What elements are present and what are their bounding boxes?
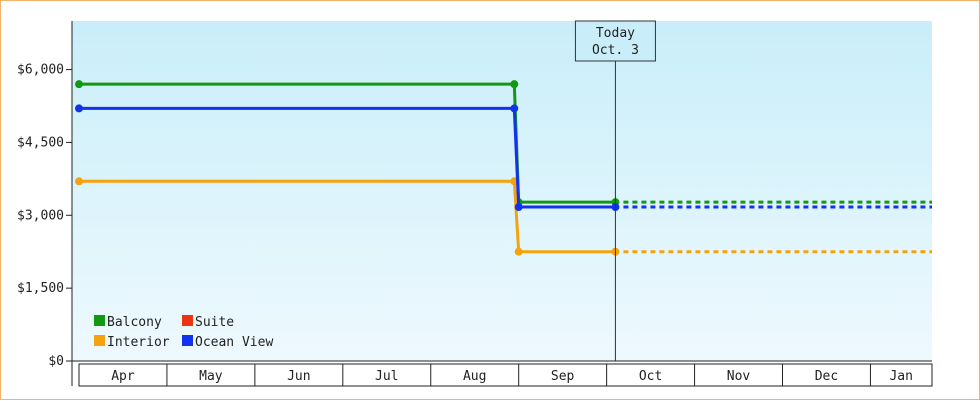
x-tick-label: Nov	[727, 369, 751, 384]
series-point-ocean-view	[514, 203, 523, 212]
x-tick-label: May	[199, 369, 223, 384]
x-tick-label: Oct	[639, 369, 662, 384]
series-layer	[75, 80, 932, 256]
x-tick-label: Dec	[815, 369, 838, 384]
series-line-interior	[79, 179, 616, 254]
legend-swatch-ocean-view	[182, 335, 193, 346]
x-axis-band	[78, 363, 933, 387]
legend-label-ocean-view: Ocean View	[195, 335, 273, 350]
plot-area	[72, 21, 932, 361]
x-tick-label: Jan	[889, 369, 912, 384]
series-point-ocean-view	[75, 104, 83, 113]
x-tick-label: Sep	[551, 369, 575, 384]
legend-label-suite: Suite	[195, 315, 234, 330]
legend-swatch-suite	[182, 315, 193, 326]
legend-swatch-interior	[94, 335, 105, 346]
x-tick-label: Jun	[287, 369, 310, 384]
today-date-label: Oct. 3	[592, 43, 639, 58]
series-point-ocean-view	[510, 104, 519, 113]
series-point-balcony	[510, 80, 519, 89]
y-tick-label: $6,000	[17, 63, 64, 78]
x-tick-label: Apr	[111, 369, 135, 384]
series-point-balcony	[75, 80, 83, 89]
legend-label-balcony: Balcony	[107, 315, 162, 330]
series-point-interior	[514, 247, 523, 256]
x-tick-label: Jul	[375, 369, 398, 384]
legend-swatch-balcony	[94, 315, 105, 326]
y-tick-label: $4,500	[17, 135, 64, 150]
y-tick-label: $0	[48, 354, 64, 369]
x-tick-label: Aug	[463, 369, 486, 384]
y-tick-label: $1,500	[17, 281, 64, 296]
today-box	[574, 20, 656, 62]
y-tick-label: $3,000	[17, 208, 64, 223]
today-label: Today	[596, 26, 635, 41]
legend-label-interior: Interior	[107, 335, 170, 350]
axes: $0 $1,500 $3,000 $4,500 $6,000 Apr May Jun Jul Au…	[17, 21, 933, 387]
today-marker: Today Oct. 3	[574, 20, 656, 361]
series-line-ocean-view	[79, 106, 616, 209]
legend: Balcony Suite Interior Ocean View	[94, 315, 273, 350]
series-point-interior	[75, 177, 83, 186]
